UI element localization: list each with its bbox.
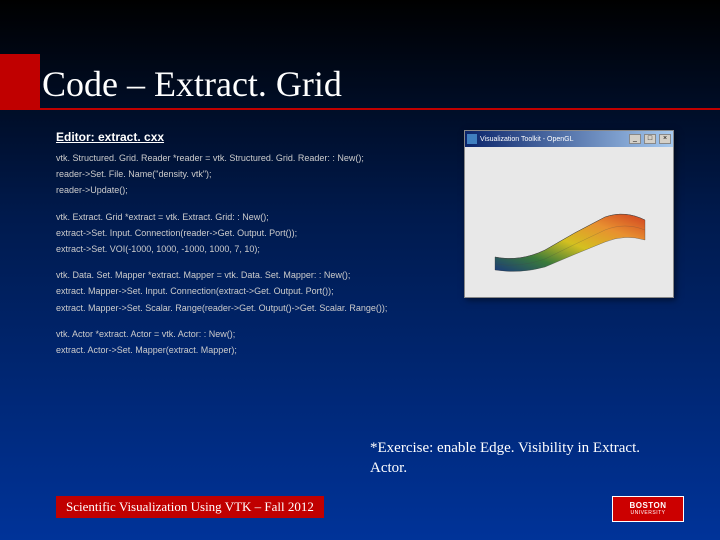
- code-line: vtk. Actor *extract. Actor = vtk. Actor:…: [56, 326, 436, 342]
- code-block-1: vtk. Structured. Grid. Reader *reader = …: [56, 150, 436, 199]
- code-content: Editor: extract. cxx vtk. Structured. Gr…: [56, 130, 436, 368]
- window-title: Visualization Toolkit - OpenGL: [480, 136, 626, 143]
- window-icon: [467, 134, 477, 144]
- close-button[interactable]: ×: [659, 134, 671, 144]
- code-line: extract. Mapper->Set. Input. Connection(…: [56, 283, 436, 299]
- code-line: vtk. Data. Set. Mapper *extract. Mapper …: [56, 267, 436, 283]
- vtk-render-window: Visualization Toolkit - OpenGL _ □ ×: [464, 130, 674, 298]
- code-block-3: vtk. Data. Set. Mapper *extract. Mapper …: [56, 267, 436, 316]
- render-canvas: [465, 147, 673, 297]
- maximize-button[interactable]: □: [644, 134, 656, 144]
- logo-main: BOSTON: [629, 502, 666, 510]
- code-line: vtk. Extract. Grid *extract = vtk. Extra…: [56, 209, 436, 225]
- footer-label: Scientific Visualization Using VTK – Fal…: [56, 496, 324, 518]
- code-line: vtk. Structured. Grid. Reader *reader = …: [56, 150, 436, 166]
- editor-label: Editor: extract. cxx: [56, 130, 436, 144]
- code-line: extract. Actor->Set. Mapper(extract. Map…: [56, 342, 436, 358]
- code-block-2: vtk. Extract. Grid *extract = vtk. Extra…: [56, 209, 436, 258]
- logo-sub: UNIVERSITY: [630, 510, 665, 516]
- window-titlebar: Visualization Toolkit - OpenGL _ □ ×: [465, 131, 673, 147]
- code-block-4: vtk. Actor *extract. Actor = vtk. Actor:…: [56, 326, 436, 358]
- slide-title: Code – Extract. Grid: [42, 63, 342, 105]
- code-line: reader->Set. File. Name("density. vtk");: [56, 166, 436, 182]
- exercise-note: *Exercise: enable Edge. Visibility in Ex…: [370, 439, 650, 478]
- boston-university-logo: BOSTON UNIVERSITY: [612, 496, 684, 522]
- minimize-button[interactable]: _: [629, 134, 641, 144]
- code-line: extract. Mapper->Set. Scalar. Range(read…: [56, 300, 436, 316]
- code-line: extract->Set. Input. Connection(reader->…: [56, 225, 436, 241]
- code-line: extract->Set. VOI(-1000, 1000, -1000, 10…: [56, 241, 436, 257]
- surface-plot: [490, 192, 650, 282]
- title-underline: [0, 108, 720, 110]
- code-line: reader->Update();: [56, 182, 436, 198]
